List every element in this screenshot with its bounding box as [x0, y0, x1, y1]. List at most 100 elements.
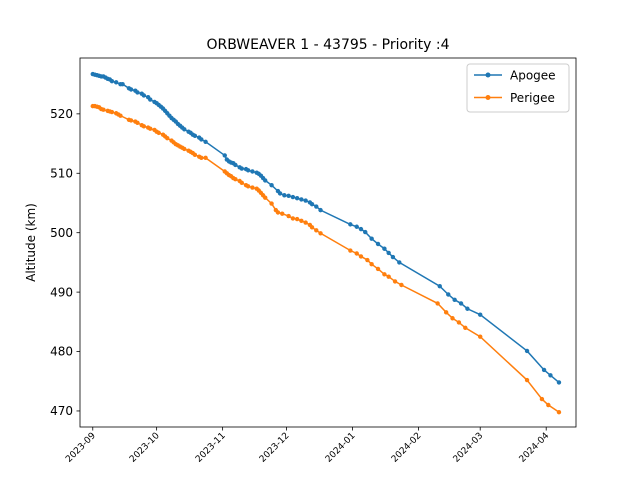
- y-axis-label: Altitude (km): [24, 203, 38, 282]
- data-point-apogee: [382, 246, 387, 251]
- data-point-perigee: [450, 316, 455, 321]
- data-point-perigee: [539, 396, 545, 402]
- data-point-apogee: [390, 254, 396, 260]
- data-point-perigee: [203, 155, 208, 161]
- data-point-apogee: [282, 193, 287, 198]
- data-point-perigee: [156, 130, 161, 136]
- data-point-perigee: [299, 218, 304, 224]
- plot-background: [80, 58, 576, 427]
- data-point-perigee: [556, 409, 562, 415]
- data-point-apogee: [269, 182, 274, 188]
- data-point-perigee: [348, 248, 353, 253]
- data-point-perigee: [263, 195, 268, 200]
- data-point-perigee: [309, 225, 315, 230]
- data-point-apogee: [541, 367, 547, 373]
- data-point-perigee: [375, 266, 381, 272]
- data-point-apogee: [452, 297, 457, 303]
- data-point-perigee: [463, 325, 468, 330]
- data-point-apogee: [294, 196, 300, 201]
- data-point-apogee: [556, 380, 562, 385]
- data-point-perigee: [286, 213, 291, 219]
- data-point-perigee: [382, 272, 387, 277]
- data-point-apogee: [239, 166, 244, 171]
- data-point-perigee: [275, 210, 281, 215]
- legend-label-apogee: Apogee: [510, 69, 556, 83]
- data-point-apogee: [250, 169, 255, 174]
- data-point-apogee: [358, 226, 364, 232]
- data-point-apogee: [348, 222, 353, 227]
- data-point-apogee: [437, 283, 442, 289]
- axes-frame: [79, 57, 577, 428]
- data-point-apogee: [458, 301, 464, 306]
- legend-marker-perigee: [485, 95, 491, 100]
- data-point-perigee: [128, 118, 134, 123]
- data-point-perigee: [318, 231, 323, 236]
- data-point-perigee: [109, 109, 115, 115]
- series-layer: [90, 71, 562, 415]
- y-tick-label: 470: [50, 404, 73, 418]
- data-point-perigee: [269, 201, 274, 206]
- data-point-apogee: [286, 193, 291, 199]
- data-point-perigee: [386, 274, 391, 279]
- data-point-apogee: [135, 90, 140, 95]
- data-point-perigee: [294, 216, 300, 222]
- data-point-perigee: [250, 185, 255, 190]
- data-point-perigee: [233, 177, 238, 182]
- series-perigee: [90, 103, 562, 415]
- data-point-perigee: [182, 146, 187, 152]
- legend-label-perigee: Perigee: [510, 91, 555, 105]
- data-point-apogee: [318, 207, 323, 213]
- data-point-perigee: [369, 261, 374, 267]
- data-point-perigee: [165, 136, 170, 141]
- data-point-perigee: [358, 254, 364, 259]
- data-point-perigee: [135, 120, 140, 125]
- data-point-perigee: [443, 310, 449, 315]
- data-point-perigee: [148, 126, 153, 131]
- data-point-apogee: [354, 224, 359, 229]
- data-point-apogee: [192, 133, 198, 139]
- data-point-apogee: [465, 306, 470, 311]
- data-point-perigee: [199, 155, 204, 161]
- data-point-perigee: [290, 216, 296, 221]
- data-point-perigee: [478, 334, 483, 339]
- data-point-apogee: [363, 229, 368, 235]
- legend: Apogee Perigee: [466, 63, 570, 113]
- data-point-apogee: [299, 197, 304, 202]
- data-point-perigee: [399, 282, 404, 288]
- data-point-apogee: [309, 201, 315, 207]
- data-point-perigee: [303, 220, 308, 225]
- y-tick-label: 480: [50, 345, 73, 359]
- data-point-apogee: [369, 236, 374, 241]
- data-point-apogee: [120, 81, 125, 87]
- plot-area: [80, 58, 576, 427]
- data-point-apogee: [263, 178, 268, 183]
- legend-box: [466, 63, 570, 113]
- data-point-apogee: [233, 162, 238, 168]
- data-point-perigee: [365, 257, 370, 263]
- data-point-perigee: [245, 184, 251, 189]
- data-point-perigee: [392, 279, 398, 284]
- data-point-apogee: [222, 153, 227, 158]
- series-apogee: [90, 71, 562, 385]
- data-point-apogee: [113, 80, 119, 85]
- data-point-apogee: [203, 139, 208, 144]
- data-point-apogee: [386, 250, 391, 256]
- data-point-apogee: [548, 373, 553, 378]
- data-point-perigee: [141, 124, 147, 129]
- data-point-apogee: [128, 87, 134, 92]
- chart-title: ORBWEAVER 1 - 43795 - Priority :4: [206, 37, 449, 53]
- data-point-perigee: [314, 228, 319, 233]
- data-point-apogee: [446, 292, 451, 297]
- data-point-perigee: [435, 301, 440, 306]
- data-point-apogee: [524, 348, 530, 354]
- data-point-apogee: [141, 93, 147, 98]
- data-point-apogee: [303, 198, 308, 203]
- data-point-perigee: [192, 152, 198, 158]
- data-point-apogee: [314, 204, 319, 209]
- y-tick-label: 490: [50, 285, 73, 299]
- data-point-apogee: [290, 194, 296, 200]
- data-point-apogee: [148, 97, 153, 102]
- data-point-perigee: [524, 377, 530, 383]
- data-point-apogee: [199, 137, 204, 142]
